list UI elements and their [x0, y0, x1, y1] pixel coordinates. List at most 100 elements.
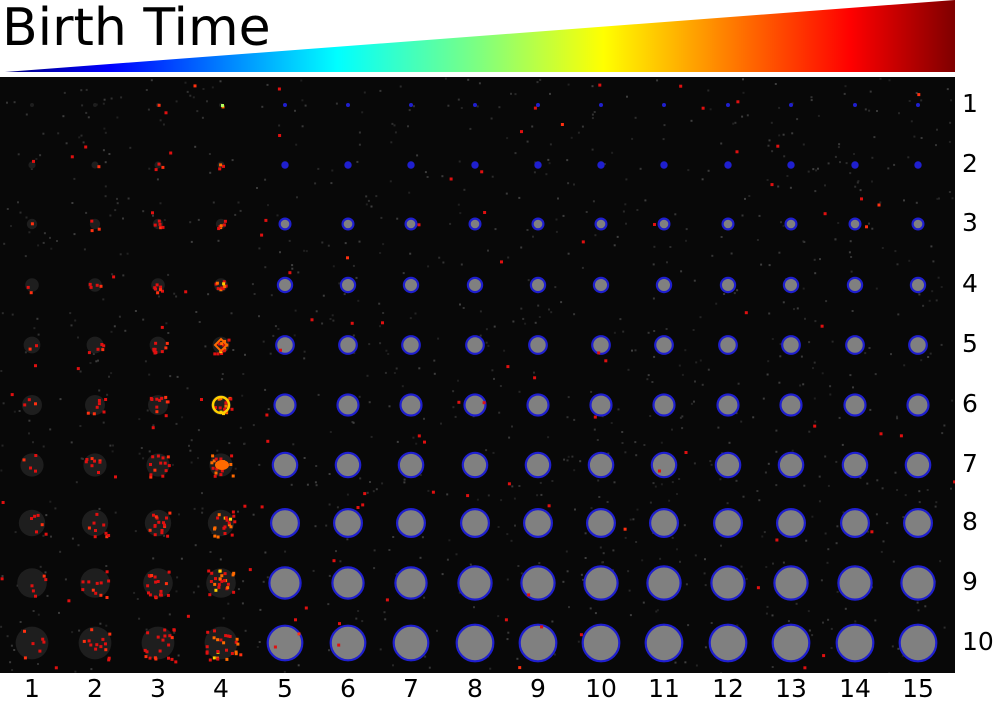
birth-pixel	[87, 526, 91, 530]
noise-speckle	[190, 439, 193, 442]
noise-speckle	[506, 533, 509, 536]
noise-speckle	[325, 524, 328, 527]
noise-speckle	[82, 141, 85, 144]
noise-speckle	[150, 79, 153, 82]
noise-speckle	[916, 601, 919, 604]
cell-col5-row2	[281, 161, 289, 169]
birth-pixel	[31, 642, 35, 646]
noise-speckle	[866, 482, 869, 485]
noise-speckle	[365, 203, 368, 206]
noise-speckle	[37, 613, 40, 616]
noise-speckle	[888, 672, 891, 673]
noise-speckle	[366, 374, 369, 377]
noise-speckle	[28, 432, 30, 435]
noise-speckle	[859, 476, 862, 479]
stray-speck	[90, 229, 94, 233]
noise-speckle	[460, 263, 463, 266]
noise-speckle	[951, 197, 954, 200]
cell-col6-row2	[344, 161, 352, 169]
noise-speckle	[796, 307, 799, 310]
cell-col14-row4	[846, 276, 864, 294]
noise-speckle	[433, 372, 436, 375]
stray-speck	[243, 504, 247, 508]
noise-speckle	[768, 312, 771, 315]
birth-pixel	[222, 641, 226, 645]
noise-speckle	[105, 624, 108, 627]
birth-pixel	[95, 581, 99, 585]
birth-pixel	[160, 350, 164, 354]
cell-col11-row6	[652, 393, 676, 417]
noise-speckle	[654, 485, 657, 488]
noise-speckle	[99, 622, 102, 625]
noise-speckle	[194, 145, 197, 148]
noise-speckle	[894, 471, 897, 474]
noise-speckle	[494, 228, 497, 231]
cell-col7-row1	[409, 103, 413, 107]
noise-speckle	[89, 362, 92, 364]
noise-speckle	[573, 313, 576, 316]
noise-speckle	[122, 217, 124, 220]
colorbar-wedge	[5, 0, 955, 72]
noise-speckle	[812, 367, 814, 370]
noise-speckle	[732, 122, 735, 125]
noise-speckle	[258, 641, 261, 643]
stray-speck	[423, 440, 426, 444]
stray-speck	[0, 577, 4, 581]
cell-col11-row10	[644, 623, 684, 663]
noise-speckle	[767, 144, 770, 147]
noise-speckle	[186, 90, 189, 93]
birth-pixel	[231, 573, 235, 577]
noise-speckle	[584, 532, 587, 535]
noise-speckle	[90, 668, 93, 671]
birth-pixel	[86, 411, 90, 415]
noise-speckle	[383, 611, 386, 614]
birth-pixel	[159, 593, 163, 597]
noise-speckle	[197, 457, 199, 460]
noise-speckle	[209, 171, 212, 174]
birth-pixel	[149, 475, 153, 479]
birth-pixel	[93, 535, 97, 539]
noise-speckle	[243, 442, 246, 445]
noise-speckle	[703, 572, 706, 575]
noise-speckle	[198, 321, 201, 323]
birth-pixel	[150, 574, 154, 577]
birth-pixel	[97, 402, 101, 406]
birth-pixel	[34, 469, 37, 473]
birth-pixel	[95, 643, 99, 647]
noise-speckle	[837, 222, 840, 224]
birth-pixel	[150, 398, 154, 401]
noise-speckle	[720, 672, 723, 673]
noise-speckle	[284, 550, 287, 553]
noise-speckle	[852, 386, 854, 389]
cell-col15-row10	[898, 623, 938, 663]
noise-speckle	[574, 508, 576, 511]
noise-speckle	[835, 542, 838, 545]
noise-speckle	[118, 315, 121, 318]
noise-speckle	[737, 382, 740, 385]
stray-speck	[877, 203, 881, 207]
noise-speckle	[258, 463, 261, 466]
noise-speckle	[414, 312, 417, 315]
noise-speckle	[384, 371, 387, 374]
birth-pixel	[156, 635, 160, 639]
noise-speckle	[836, 590, 839, 593]
cell-col5-row8	[270, 508, 301, 539]
noise-speckle	[581, 125, 584, 128]
noise-speckle	[821, 372, 824, 375]
faint-cell-col1-row7	[20, 453, 44, 477]
noise-speckle	[59, 398, 62, 401]
noise-speckle	[681, 415, 684, 418]
noise-speckle	[538, 562, 541, 565]
noise-speckle	[278, 124, 281, 127]
noise-speckle	[454, 415, 457, 418]
birth-pixel	[81, 588, 85, 592]
birth-pixel	[167, 643, 171, 647]
cell-col14-row6	[843, 393, 867, 417]
noise-speckle	[659, 557, 662, 560]
noise-speckle	[518, 390, 521, 393]
noise-speckle	[242, 580, 245, 583]
faint-cell-col1-row2	[28, 161, 36, 169]
noise-speckle	[11, 313, 14, 316]
cell-col7-row2	[407, 161, 415, 169]
noise-speckle	[197, 585, 200, 588]
